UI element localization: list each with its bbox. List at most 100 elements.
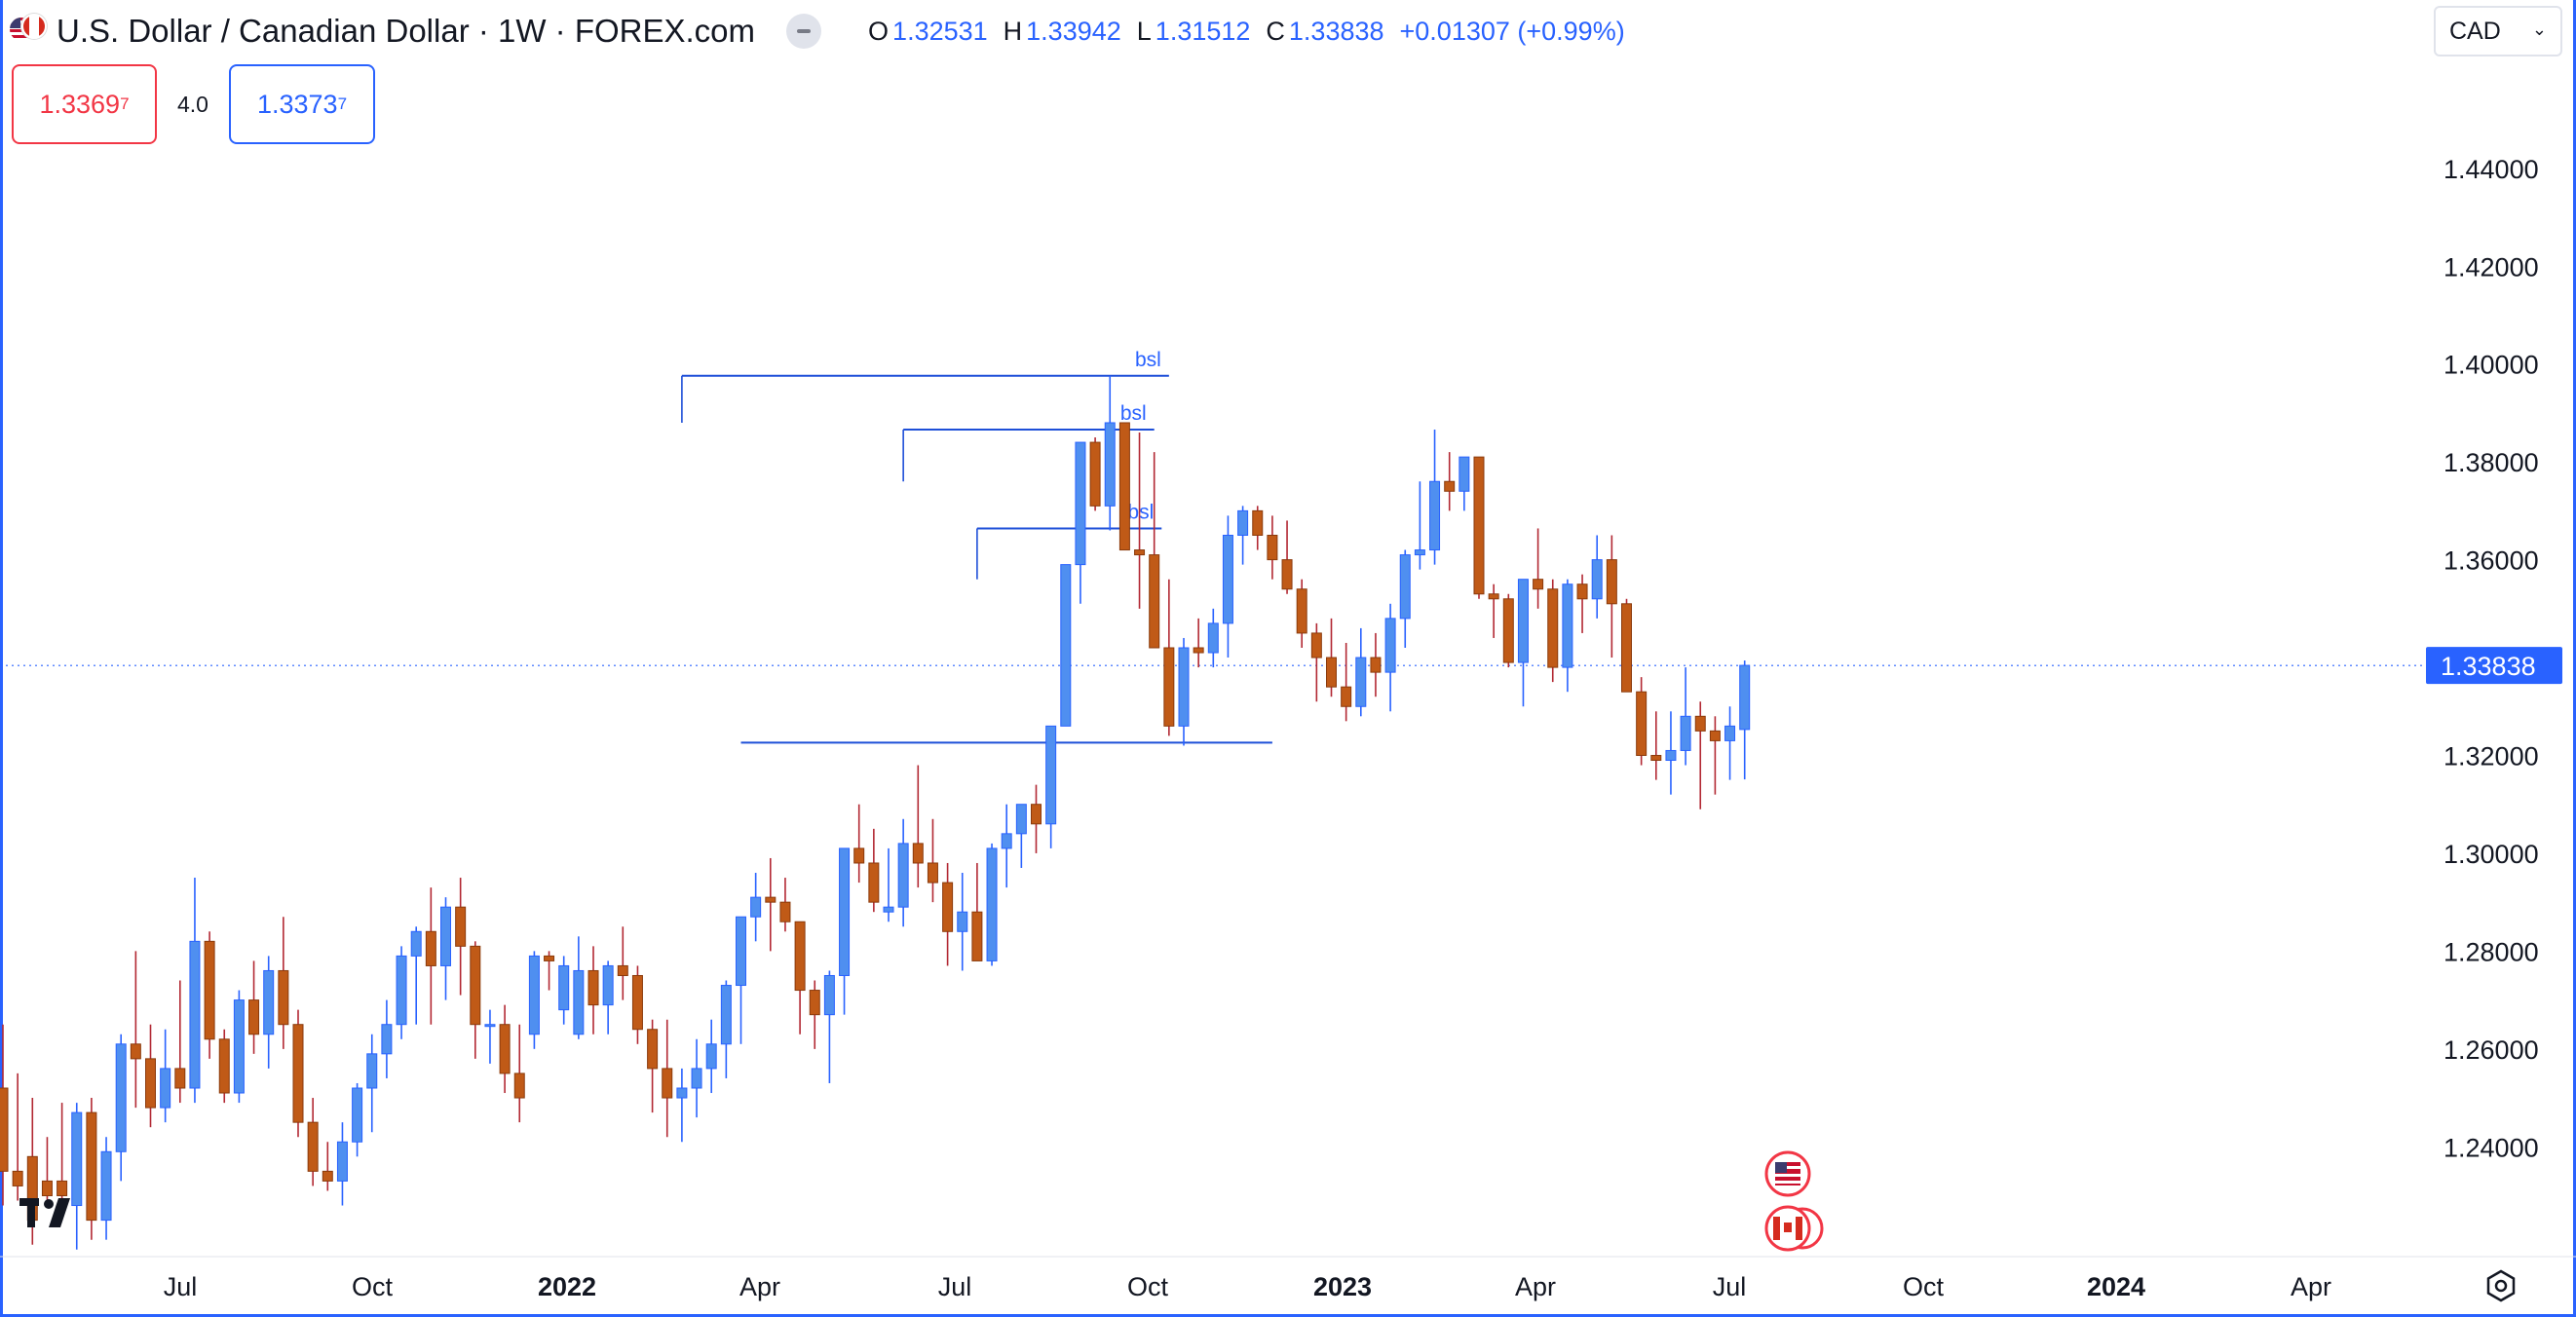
collapse-legend-button[interactable] [786, 14, 822, 49]
x-axis-tick-label: Apr [1515, 1272, 1556, 1301]
candle [1680, 667, 1691, 766]
candle-body [366, 1053, 378, 1089]
candle-body [396, 955, 407, 1026]
candle-body [1326, 657, 1337, 688]
settings-icon[interactable] [2483, 1268, 2519, 1303]
candle [750, 873, 762, 942]
candle [425, 887, 436, 1025]
candle-body [750, 896, 762, 918]
x-axis-tick-label: Oct [1903, 1272, 1945, 1301]
currency-select[interactable]: CAD ⌄ [2434, 6, 2562, 56]
candle [631, 965, 643, 1044]
candle [942, 862, 954, 966]
candle-body [410, 930, 422, 957]
candle-body [1517, 579, 1529, 663]
level-label: bsl [1135, 349, 1161, 371]
candle [1104, 375, 1116, 531]
candle-body [71, 1111, 83, 1207]
symbol-title[interactable]: U.S. Dollar / Canadian Dollar · 1W · FOR… [57, 13, 756, 49]
candle [1310, 622, 1322, 702]
x-axis-tick-label: 2024 [2087, 1272, 2145, 1301]
candle [278, 917, 289, 1049]
buy-button[interactable]: 1.3373 7 [229, 64, 375, 144]
candle-body [1724, 725, 1736, 741]
y-axis-tick-label: 1.36000 [2443, 546, 2539, 576]
candle [248, 960, 260, 1054]
candle-body [41, 1180, 53, 1196]
candle [1384, 603, 1396, 712]
candle-body [1149, 554, 1160, 649]
candle [1650, 711, 1662, 780]
candle [809, 980, 820, 1049]
level-label: bsl [1127, 501, 1154, 523]
candle [794, 921, 806, 1035]
close-label: C [1266, 16, 1285, 46]
symbol-header: U.S. Dollar / Canadian Dollar · 1W · FOR… [10, 10, 1625, 53]
candle-body [425, 930, 436, 966]
level-label: bsl [1120, 402, 1147, 425]
candle-body [1709, 730, 1721, 741]
candle-body [204, 940, 215, 1040]
candle [1591, 535, 1603, 619]
candle [396, 946, 407, 1039]
candle [1636, 677, 1648, 766]
candle-body [1296, 588, 1307, 634]
candle-body [1576, 583, 1588, 600]
candle-body [440, 906, 451, 966]
candle [381, 999, 393, 1078]
candle [336, 1122, 348, 1206]
change-value: +0.01307 (+0.99%) [1399, 16, 1625, 46]
us-flag-event-icon [1764, 1150, 1811, 1197]
candle-body [883, 906, 894, 913]
y-axis-tick-label: 1.38000 [2443, 448, 2539, 477]
candle [1547, 579, 1559, 683]
candle-body [1502, 598, 1514, 663]
candle-body [470, 945, 481, 1026]
candle [1281, 520, 1293, 594]
candle [499, 1004, 511, 1094]
candle-body [1193, 647, 1204, 654]
candle [1473, 456, 1485, 599]
candle [204, 931, 215, 1059]
candle [883, 847, 894, 922]
candle-body [0, 1087, 9, 1172]
candle-body [1533, 579, 1544, 590]
candle [71, 1103, 83, 1250]
candle [145, 1024, 156, 1128]
sell-button[interactable]: 1.3369 7 [12, 64, 157, 144]
candle [897, 818, 909, 927]
low-value: 1.31512 [1155, 16, 1251, 46]
candle-body [1281, 559, 1293, 590]
candle-body [1636, 691, 1648, 756]
candle-body [957, 911, 968, 932]
candle [1341, 642, 1352, 722]
candle [130, 951, 141, 1109]
candle-body [307, 1121, 319, 1172]
candle [12, 1072, 23, 1201]
candle-body [868, 862, 880, 903]
candle [1252, 506, 1264, 550]
candle [1149, 452, 1160, 649]
candle [736, 916, 746, 1044]
candle-body [1341, 686, 1352, 707]
tradingview-logo-icon[interactable] [18, 1192, 88, 1231]
open-label: O [868, 16, 890, 46]
candle [57, 1103, 68, 1216]
candle-body [1429, 480, 1441, 551]
candle-body [484, 1024, 496, 1028]
candle-body [1015, 804, 1027, 835]
candle [1606, 535, 1617, 658]
candle [662, 1019, 673, 1138]
candle [1207, 608, 1219, 668]
candle [1355, 627, 1367, 717]
candle-body [1606, 559, 1617, 605]
candle [957, 873, 968, 971]
candle [779, 878, 791, 932]
candle [233, 990, 245, 1104]
candle-body [1355, 657, 1367, 707]
sell-price-pip: 7 [120, 94, 130, 113]
candle-body [617, 964, 628, 976]
candle-body [1458, 456, 1470, 492]
